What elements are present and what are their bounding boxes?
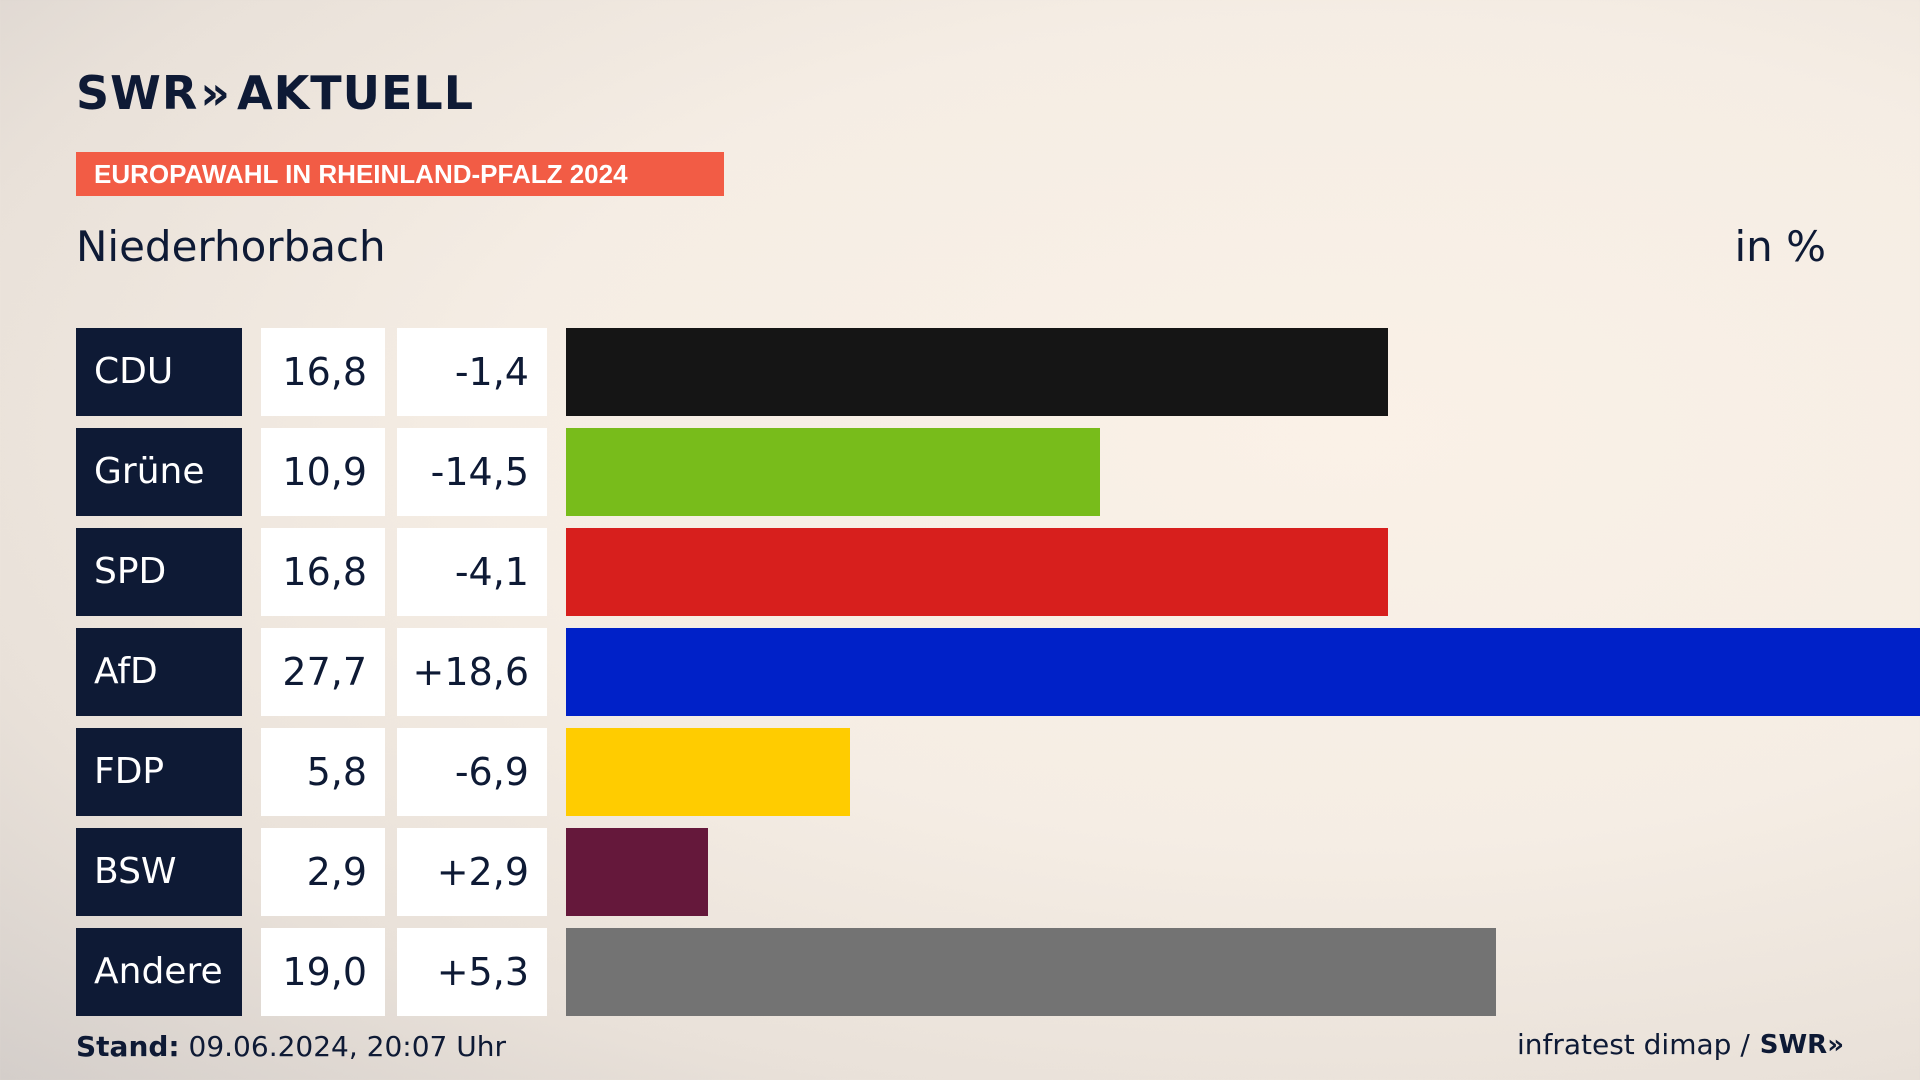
swr-aktuell-logo: SWR » AKTUELL bbox=[76, 66, 474, 120]
source-text: infratest dimap / bbox=[1516, 1028, 1750, 1061]
election-badge: EUROPAWAHL IN RHEINLAND-PFALZ 2024 bbox=[76, 152, 724, 196]
change-label: -14,5 bbox=[397, 428, 547, 516]
change-label: -4,1 bbox=[397, 528, 547, 616]
change-label: +18,6 bbox=[397, 628, 547, 716]
change-label: +2,9 bbox=[397, 828, 547, 916]
vote-share-label: 5,8 bbox=[261, 728, 385, 816]
source-credit: infratest dimap / SWR» bbox=[1517, 1028, 1844, 1061]
logo-aktuell: AKTUELL bbox=[237, 66, 475, 120]
unit-label: in % bbox=[1734, 222, 1826, 271]
timestamp: Stand: 09.06.2024, 20:07 Uhr bbox=[76, 1030, 506, 1063]
party-label: Grüne bbox=[76, 428, 242, 516]
vote-share-label: 10,9 bbox=[261, 428, 385, 516]
stand-value: 09.06.2024, 20:07 Uhr bbox=[188, 1030, 506, 1063]
source-chevron-icon: » bbox=[1827, 1029, 1844, 1060]
source-swr-logo: SWR» bbox=[1760, 1030, 1844, 1060]
stand-label: Stand: bbox=[76, 1030, 180, 1063]
place-title: Niederhorbach bbox=[76, 222, 386, 271]
bar-afd bbox=[566, 628, 1920, 716]
change-label: -1,4 bbox=[397, 328, 547, 416]
bar-spd bbox=[566, 528, 1388, 616]
bar-bsw bbox=[566, 828, 708, 916]
party-label: Andere bbox=[76, 928, 242, 1016]
change-label: -6,9 bbox=[397, 728, 547, 816]
bar-andere bbox=[566, 928, 1496, 1016]
bar-fdp bbox=[566, 728, 850, 816]
vote-share-label: 2,9 bbox=[261, 828, 385, 916]
vote-share-label: 16,8 bbox=[261, 328, 385, 416]
bar-grüne bbox=[566, 428, 1100, 516]
change-label: +5,3 bbox=[397, 928, 547, 1016]
party-label: AfD bbox=[76, 628, 242, 716]
source-logo-text: SWR bbox=[1759, 1029, 1828, 1060]
party-label: SPD bbox=[76, 528, 242, 616]
party-label: BSW bbox=[76, 828, 242, 916]
vote-share-label: 16,8 bbox=[261, 528, 385, 616]
party-label: FDP bbox=[76, 728, 242, 816]
logo-swr: SWR bbox=[76, 66, 199, 120]
party-label: CDU bbox=[76, 328, 242, 416]
logo-chevron-icon: » bbox=[200, 66, 232, 120]
bar-cdu bbox=[566, 328, 1388, 416]
vote-share-label: 27,7 bbox=[261, 628, 385, 716]
vote-share-label: 19,0 bbox=[261, 928, 385, 1016]
